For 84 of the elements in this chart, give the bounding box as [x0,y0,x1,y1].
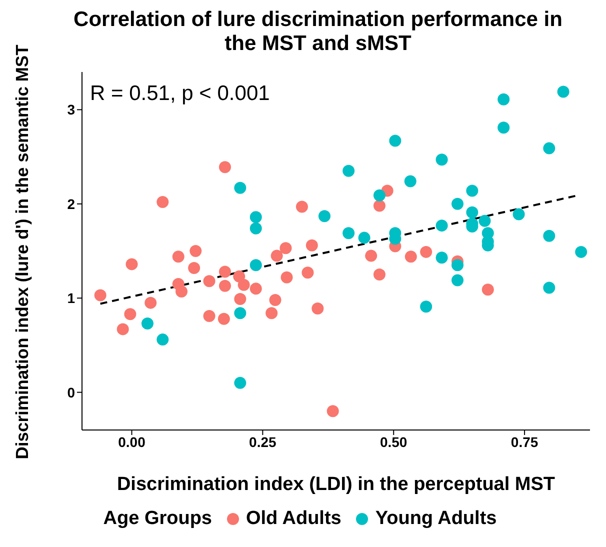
point [218,266,231,278]
y-axis-title: Discrimination index (lure d') in the semantic MST [12,44,32,460]
point [218,312,230,325]
point [172,250,184,263]
point [250,222,262,234]
point [326,405,339,418]
annotation: R = 0.51, p < 0.001 [90,82,270,106]
point [404,175,416,188]
y-tick-label: 1 [67,290,76,306]
point [126,258,138,270]
point [478,214,491,227]
point [543,230,556,242]
point [389,134,402,147]
point [342,227,355,240]
point [233,270,246,282]
point [188,262,200,274]
point [543,282,556,294]
legend-label: Old Adults [246,508,342,530]
point [557,86,570,98]
point [373,189,386,202]
point [436,154,448,166]
x-tick-label: 0.00 [118,434,146,450]
point [420,246,432,258]
point [466,206,478,218]
point [452,198,464,210]
point [312,302,324,314]
point [365,250,378,262]
point [302,266,314,279]
point [498,122,510,134]
y-tick-label: 0 [67,384,76,400]
point [452,259,464,272]
point [270,250,283,262]
point [436,220,448,232]
point [250,211,262,224]
point [238,278,250,291]
point [436,252,448,264]
point [218,280,231,292]
point [203,310,216,322]
point [124,308,136,320]
x-tick-label: 0.25 [249,434,277,450]
point [342,164,355,177]
point [203,275,216,288]
y-tick-label: 3 [67,102,76,118]
legend-label: Young Adults [375,508,497,530]
point [144,296,157,309]
point [280,242,292,254]
point [358,232,370,244]
point [452,274,464,286]
point [234,376,246,389]
x-tick-label: 0.75 [510,434,538,450]
point [141,318,154,330]
x-tick-label: 0.50 [380,434,408,450]
point [116,323,129,336]
point [373,200,386,212]
point [543,142,556,154]
point [266,307,278,320]
point [156,196,169,208]
point [512,208,525,220]
point [280,271,293,284]
y-tick-label: 2 [67,196,76,212]
point [404,250,417,263]
point [575,246,588,258]
x-axis-title: Discrimination index (LDI) in the perceptual MST [116,474,556,495]
point [190,245,202,257]
point [318,210,330,222]
point [176,286,188,298]
point [234,182,246,194]
point [234,307,246,320]
point [373,268,386,281]
point [234,293,246,306]
point [94,289,106,302]
point [156,334,169,346]
legend-title: Age Groups [103,508,212,530]
point [269,294,282,306]
chart-title: Correlation of lure discrimination performance in the MST and sMST [74,8,562,55]
point [250,282,262,295]
point [498,93,510,106]
point [482,284,494,296]
point [250,259,262,272]
point [296,200,308,213]
point [420,300,432,313]
point [306,239,318,252]
point [218,161,231,174]
point [466,184,478,197]
